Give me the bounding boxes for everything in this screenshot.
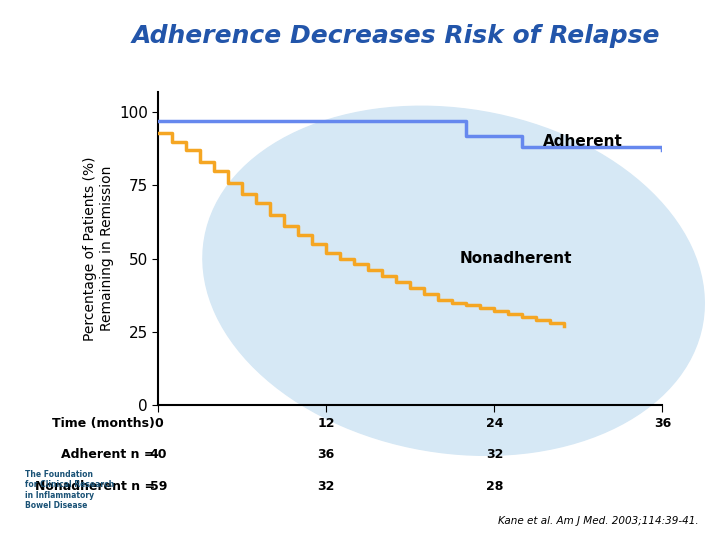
Text: 36: 36 [654, 417, 671, 430]
Text: Kane et al. Am J Med. 2003;114:39-41.: Kane et al. Am J Med. 2003;114:39-41. [498, 516, 698, 526]
Ellipse shape [203, 106, 704, 455]
Text: 12: 12 [318, 417, 335, 430]
Text: Time (months): Time (months) [52, 417, 155, 430]
Text: 32: 32 [318, 480, 335, 492]
Text: Adherent: Adherent [544, 134, 624, 149]
Text: 32: 32 [486, 448, 503, 461]
Text: 36: 36 [318, 448, 335, 461]
Text: Adherent n =: Adherent n = [61, 448, 155, 461]
Text: 0: 0 [154, 417, 163, 430]
Text: Nonadherent: Nonadherent [459, 251, 572, 266]
Text: 59: 59 [150, 480, 167, 492]
Text: Adherence Decreases Risk of Relapse: Adherence Decreases Risk of Relapse [132, 24, 660, 48]
Text: 24: 24 [486, 417, 503, 430]
Text: 28: 28 [486, 480, 503, 492]
Text: Nonadherent n =: Nonadherent n = [35, 480, 155, 492]
Y-axis label: Percentage of Patients (%)
Remaining in Remission: Percentage of Patients (%) Remaining in … [84, 156, 114, 341]
Text: The Foundation
for Clinical Research
in Inflammatory
Bowel Disease: The Foundation for Clinical Research in … [25, 470, 114, 510]
Text: 40: 40 [150, 448, 167, 461]
